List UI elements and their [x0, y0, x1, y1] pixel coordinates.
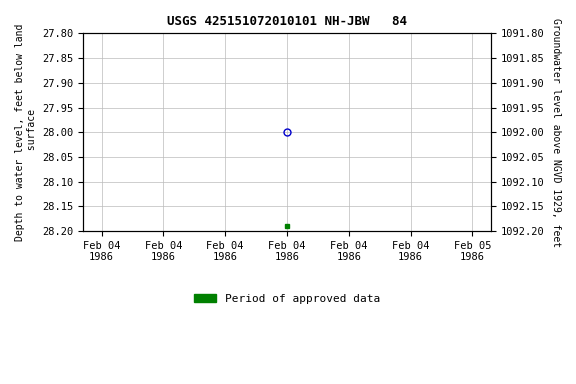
- Y-axis label: Groundwater level above NGVD 1929, feet: Groundwater level above NGVD 1929, feet: [551, 18, 561, 247]
- Legend: Period of approved data: Period of approved data: [190, 290, 385, 309]
- Title: USGS 425151072010101 NH-JBW   84: USGS 425151072010101 NH-JBW 84: [167, 15, 407, 28]
- Y-axis label: Depth to water level, feet below land
 surface: Depth to water level, feet below land su…: [15, 23, 37, 241]
